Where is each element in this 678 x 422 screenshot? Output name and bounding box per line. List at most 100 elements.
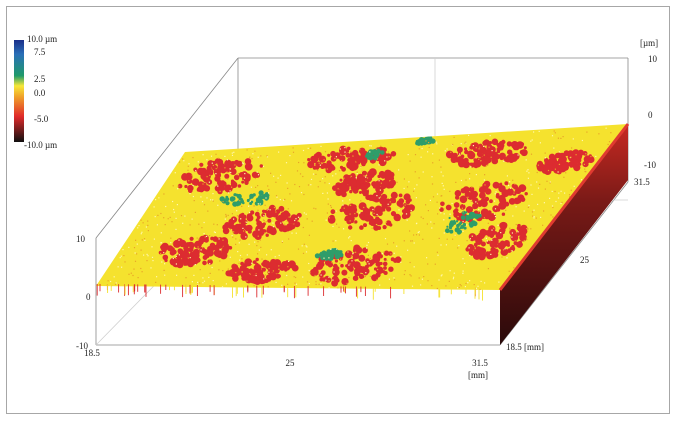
- texture-speck: [513, 192, 515, 194]
- red-patch-dot: [495, 231, 504, 240]
- red-patch-dot: [363, 213, 372, 222]
- texture-speck: [146, 260, 148, 262]
- texture-speck: [438, 237, 440, 239]
- red-patch-dot: [237, 184, 242, 188]
- y-axis-line: [499, 181, 629, 346]
- red-patch-dot: [577, 161, 581, 166]
- texture-speck: [488, 146, 490, 148]
- red-patch-dot: [249, 269, 257, 276]
- texture-speck: [284, 198, 286, 201]
- red-patch-dot: [189, 236, 194, 241]
- texture-speck: [254, 150, 256, 152]
- texture-speck: [440, 171, 442, 173]
- red-patch-dot: [224, 163, 230, 170]
- red-patch-dot: [197, 167, 205, 176]
- texture-speck: [533, 217, 535, 219]
- texture-speck: [607, 143, 609, 145]
- texture-speck: [324, 176, 326, 178]
- red-patch-dot: [513, 241, 518, 246]
- texture-speck: [409, 261, 411, 264]
- red-patch-dot: [275, 221, 284, 229]
- texture-speck: [260, 155, 262, 157]
- texture-speck: [157, 214, 159, 216]
- texture-speck: [255, 186, 257, 188]
- red-patch-dot: [469, 145, 474, 150]
- texture-speck: [265, 221, 267, 223]
- red-patch-dot: [577, 149, 585, 156]
- red-patch-dot: [193, 167, 198, 172]
- texture-speck: [475, 174, 477, 176]
- red-patch-dot: [356, 160, 361, 165]
- texture-speck: [425, 140, 427, 142]
- texture-speck: [376, 213, 378, 216]
- green-patch-dot: [330, 249, 335, 254]
- texture-speck: [263, 220, 265, 222]
- texture-speck: [292, 147, 294, 149]
- red-patch-dot: [228, 218, 235, 225]
- texture-speck: [454, 234, 456, 236]
- texture-speck: [371, 227, 373, 229]
- texture-speck: [209, 259, 211, 261]
- red-patch-dot: [515, 186, 519, 191]
- red-patch-dot: [239, 265, 246, 272]
- texture-speck: [432, 153, 434, 155]
- texture-speck: [384, 238, 387, 240]
- red-patch-dot: [495, 193, 500, 197]
- red-patch-dot: [255, 257, 259, 262]
- red-patch-dot: [573, 164, 581, 172]
- red-patch-dot: [162, 254, 169, 261]
- texture-speck: [544, 157, 546, 159]
- texture-speck: [350, 240, 352, 242]
- texture-speck: [553, 147, 555, 149]
- red-patch-dot: [381, 202, 388, 209]
- texture-speck: [422, 238, 424, 240]
- colorbar-label-2: 2.5: [34, 74, 46, 84]
- texture-speck: [570, 189, 572, 191]
- texture-speck: [229, 228, 232, 231]
- texture-speck: [245, 236, 247, 238]
- texture-speck: [284, 223, 286, 225]
- texture-speck: [224, 155, 226, 157]
- texture-speck: [280, 222, 282, 224]
- red-patch-dot: [453, 211, 460, 218]
- texture-speck: [287, 208, 289, 210]
- red-patch-dot: [352, 252, 360, 260]
- texture-speck: [222, 201, 224, 203]
- red-patch-dot: [489, 226, 493, 230]
- texture-speck: [495, 191, 497, 193]
- texture-speck: [551, 205, 554, 207]
- texture-speck: [560, 202, 562, 205]
- texture-speck: [370, 145, 372, 147]
- texture-speck: [295, 218, 297, 220]
- red-patch-dot: [244, 180, 249, 185]
- texture-speck: [420, 156, 422, 158]
- texture-speck: [294, 219, 296, 222]
- red-patch-dot: [231, 181, 238, 188]
- texture-speck: [354, 213, 356, 215]
- texture-speck: [390, 253, 392, 255]
- texture-speck: [147, 220, 149, 222]
- texture-speck: [328, 287, 330, 289]
- right-edge-highlight: [498, 123, 630, 291]
- texture-speck: [427, 151, 429, 153]
- texture-speck: [292, 151, 295, 153]
- red-patch-dot: [454, 190, 462, 197]
- texture-speck: [164, 263, 166, 265]
- red-patch-dot: [376, 188, 382, 194]
- green-patch-dot: [448, 216, 451, 220]
- texture-speck: [120, 255, 122, 257]
- texture-speck: [538, 130, 540, 132]
- texture-speck: [276, 196, 278, 198]
- texture-speck: [206, 176, 208, 178]
- green-patch-dot: [261, 194, 265, 198]
- green-patch-dot: [236, 200, 242, 206]
- texture-speck: [465, 142, 467, 144]
- texture-speck: [367, 254, 369, 256]
- texture-speck: [328, 280, 330, 282]
- texture-speck: [428, 142, 430, 144]
- green-patch-dot: [326, 249, 332, 255]
- texture-speck: [580, 179, 583, 181]
- texture-speck: [493, 213, 496, 215]
- red-patch-dot: [372, 194, 381, 203]
- texture-speck: [257, 203, 259, 205]
